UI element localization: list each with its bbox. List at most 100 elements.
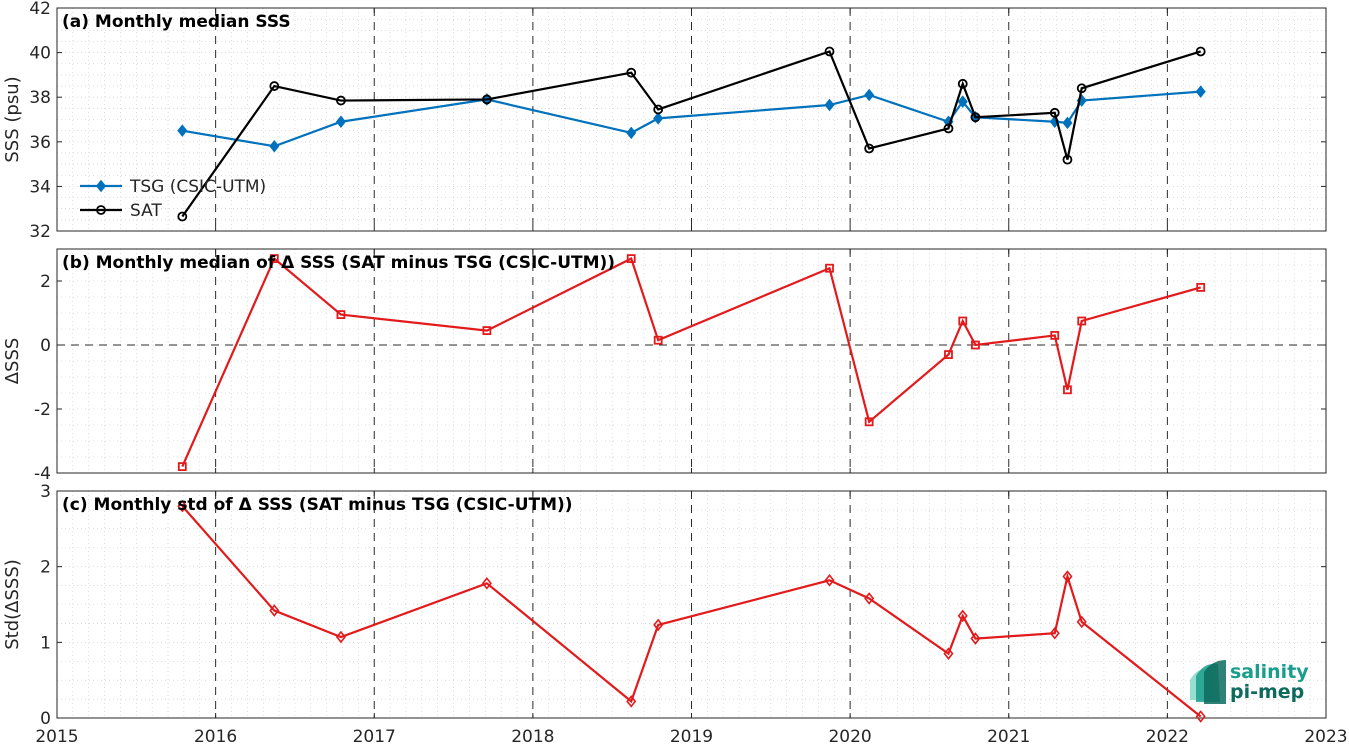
data-point	[1195, 46, 1206, 57]
data-point	[824, 46, 835, 57]
data-point	[177, 499, 188, 513]
data-point	[1049, 107, 1060, 118]
data-point	[970, 112, 981, 123]
y-axis: 32 34 36 38 40 42	[29, 0, 1326, 242]
data-point	[1195, 710, 1206, 723]
series-delta-2	[177, 499, 1206, 723]
data-point	[1196, 282, 1206, 292]
data-point	[957, 609, 968, 623]
data-point	[970, 632, 981, 645]
major-grid	[215, 8, 1168, 231]
data-point	[653, 104, 664, 115]
y-tick-label: -2	[34, 400, 51, 420]
y-axis-label: ΔSSS	[2, 338, 23, 385]
y-axis-label: SSS (psu)	[2, 76, 23, 162]
x-tick-label: 2022	[1146, 727, 1189, 745]
y-tick-label: 32	[29, 222, 51, 242]
panel-title: (a) Monthly median SSS	[62, 12, 291, 32]
x-tick-label: 2021	[987, 727, 1030, 745]
series-line	[181, 505, 1202, 718]
data-point	[1062, 570, 1073, 583]
data-point	[335, 630, 346, 644]
data-point	[336, 310, 346, 320]
data-point	[482, 326, 492, 336]
data-point	[269, 139, 280, 153]
legend-label: SAT	[130, 201, 162, 221]
data-point	[944, 350, 953, 360]
x-axis: 2015 2016 2017 2018 2019 2020 2021 2022 2023	[35, 491, 1348, 745]
legend-label: TSG (CSIC-UTM)	[129, 177, 266, 197]
data-point	[1076, 83, 1087, 94]
panel-title: (b) Monthly median of Δ SSS (SAT minus T…	[62, 253, 615, 273]
y-tick-label: 34	[29, 177, 51, 197]
data-point	[177, 124, 188, 137]
data-point	[177, 462, 187, 472]
logo-line2: pi-mep	[1230, 681, 1304, 703]
data-point	[1076, 615, 1087, 629]
data-point	[1077, 316, 1087, 326]
data-point	[958, 316, 968, 326]
data-point	[1195, 85, 1206, 98]
x-tick-label: 2018	[511, 727, 554, 745]
y-tick-label: 3	[40, 482, 51, 502]
data-point	[957, 78, 968, 89]
y-tick-label: 42	[29, 0, 51, 19]
data-point	[653, 618, 664, 632]
data-point	[1050, 330, 1060, 340]
legend-marker	[96, 205, 106, 215]
x-tick-label: 2019	[670, 727, 713, 745]
data-point	[269, 254, 279, 264]
x-axis	[56, 8, 1327, 231]
x-tick-label: 2023	[1304, 727, 1347, 745]
x-tick-label: 2020	[828, 727, 871, 745]
data-point	[1049, 626, 1060, 640]
data-point	[269, 604, 280, 617]
y-axis: -4 -2 0 2	[34, 272, 1326, 484]
y-axis: 0 1 2 3	[40, 482, 1326, 729]
data-point	[864, 592, 875, 605]
data-point	[481, 577, 492, 590]
data-point	[626, 695, 637, 708]
x-tick-label: 2016	[194, 727, 237, 745]
y-tick-label: 2	[40, 272, 51, 292]
x-axis	[56, 249, 1327, 473]
data-point	[824, 98, 835, 112]
data-point	[626, 126, 637, 140]
major-grid	[215, 491, 1168, 718]
data-point	[626, 67, 637, 78]
salinity-pi-mep-logo: salinity pi-mep	[1190, 660, 1309, 704]
y-tick-label: 40	[29, 44, 51, 64]
data-point	[336, 95, 346, 106]
series-line	[181, 50, 1202, 218]
data-point	[825, 263, 834, 273]
data-point	[269, 81, 280, 91]
data-point	[943, 647, 954, 660]
y-tick-label: 38	[29, 88, 51, 108]
panel-a: 32 34 36 38 40 42 SSS (psu) (a) Monthly median …	[2, 0, 1327, 242]
y-axis-label: Std(ΔSSS)	[2, 559, 23, 650]
major-grid	[57, 249, 1326, 473]
data-point	[864, 88, 875, 102]
logo-line1: salinity	[1230, 661, 1309, 683]
x-tick-label: 2017	[353, 727, 396, 745]
panel-title: (c) Monthly std of Δ SSS (SAT minus TSG …	[62, 495, 573, 515]
y-tick-label: 36	[29, 133, 51, 153]
data-point	[1062, 116, 1073, 130]
data-point	[481, 94, 492, 105]
panel-c: 0 1 2 3 2015 2016 2017 2018 2019 2020 2021 2022 2023…	[2, 482, 1348, 745]
y-tick-label: 0	[40, 709, 51, 729]
panel-b: -4 -2 0 2 ΔSSS (b) Monthly median of Δ SSS (S…	[2, 248, 1327, 484]
data-point	[1062, 154, 1073, 165]
data-point	[335, 115, 346, 129]
minor-grid	[57, 248, 1326, 474]
data-point	[864, 143, 875, 154]
logo-wave-icon	[1190, 660, 1226, 704]
y-tick-label: -4	[34, 464, 51, 484]
legend: TSG (CSIC-UTM) SAT	[80, 177, 266, 221]
data-point	[626, 254, 636, 264]
data-point	[943, 123, 954, 134]
data-point	[971, 340, 980, 350]
data-point	[177, 211, 188, 222]
data-point	[653, 335, 663, 345]
